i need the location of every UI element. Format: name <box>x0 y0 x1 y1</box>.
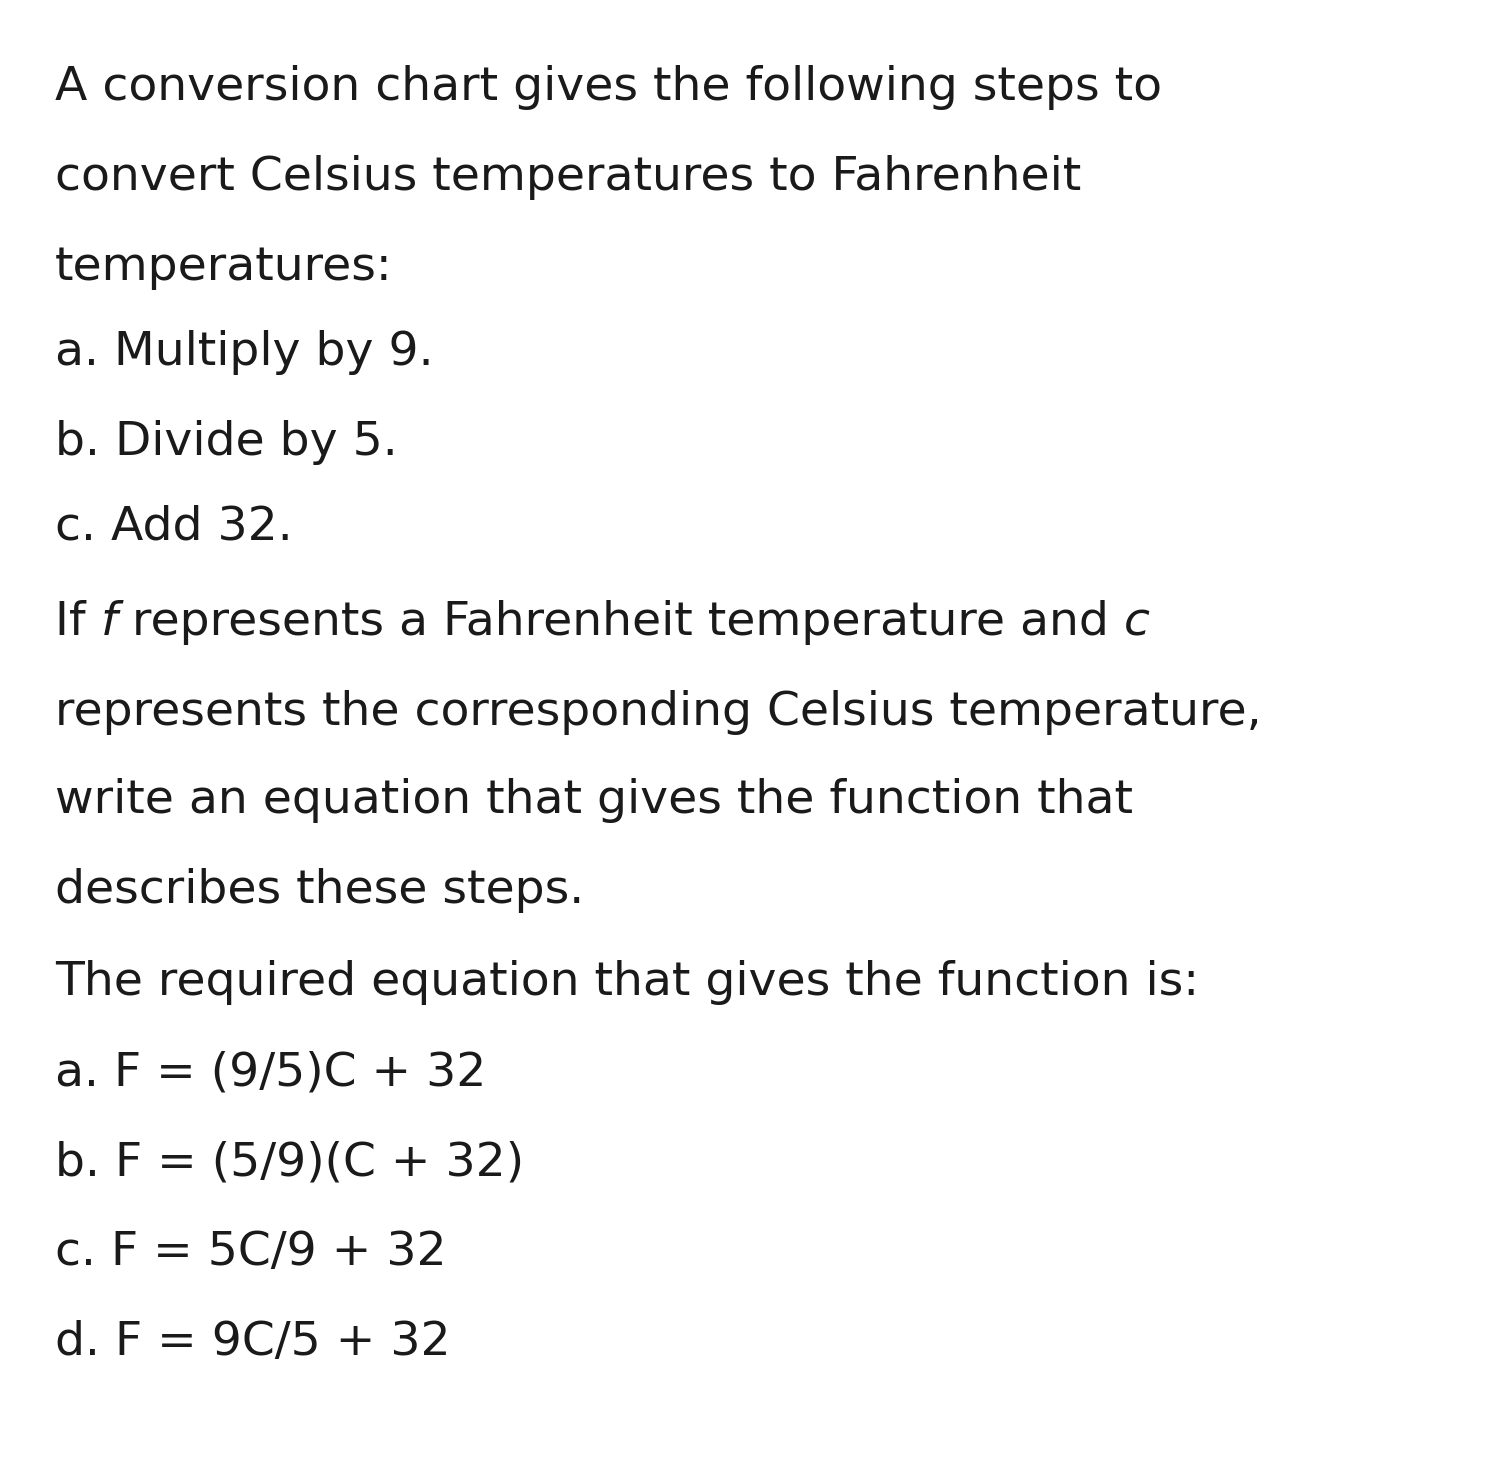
Text: The required equation that gives the function is:: The required equation that gives the fun… <box>56 961 1198 1005</box>
Text: c: c <box>1124 599 1150 645</box>
Text: b. Divide by 5.: b. Divide by 5. <box>56 420 398 465</box>
Text: temperatures:: temperatures: <box>56 246 393 290</box>
Text: d. F = 9C/5 + 32: d. F = 9C/5 + 32 <box>56 1320 450 1365</box>
Text: A conversion chart gives the following steps to: A conversion chart gives the following s… <box>56 65 1162 110</box>
Text: represents the corresponding Celsius temperature,: represents the corresponding Celsius tem… <box>56 690 1262 736</box>
Text: c. F = 5C/9 + 32: c. F = 5C/9 + 32 <box>56 1230 447 1274</box>
Text: If: If <box>56 599 100 645</box>
Text: represents a Fahrenheit temperature and: represents a Fahrenheit temperature and <box>117 599 1124 645</box>
Text: f: f <box>100 599 117 645</box>
Text: describes these steps.: describes these steps. <box>56 867 585 913</box>
Text: b. F = (5/9)(C + 32): b. F = (5/9)(C + 32) <box>56 1140 524 1185</box>
Text: a. Multiply by 9.: a. Multiply by 9. <box>56 330 434 374</box>
Text: write an equation that gives the function that: write an equation that gives the functio… <box>56 778 1132 823</box>
Text: a. F = (9/5)C + 32: a. F = (9/5)C + 32 <box>56 1049 486 1095</box>
Text: convert Celsius temperatures to Fahrenheit: convert Celsius temperatures to Fahrenhe… <box>56 155 1082 200</box>
Text: c. Add 32.: c. Add 32. <box>56 505 292 551</box>
